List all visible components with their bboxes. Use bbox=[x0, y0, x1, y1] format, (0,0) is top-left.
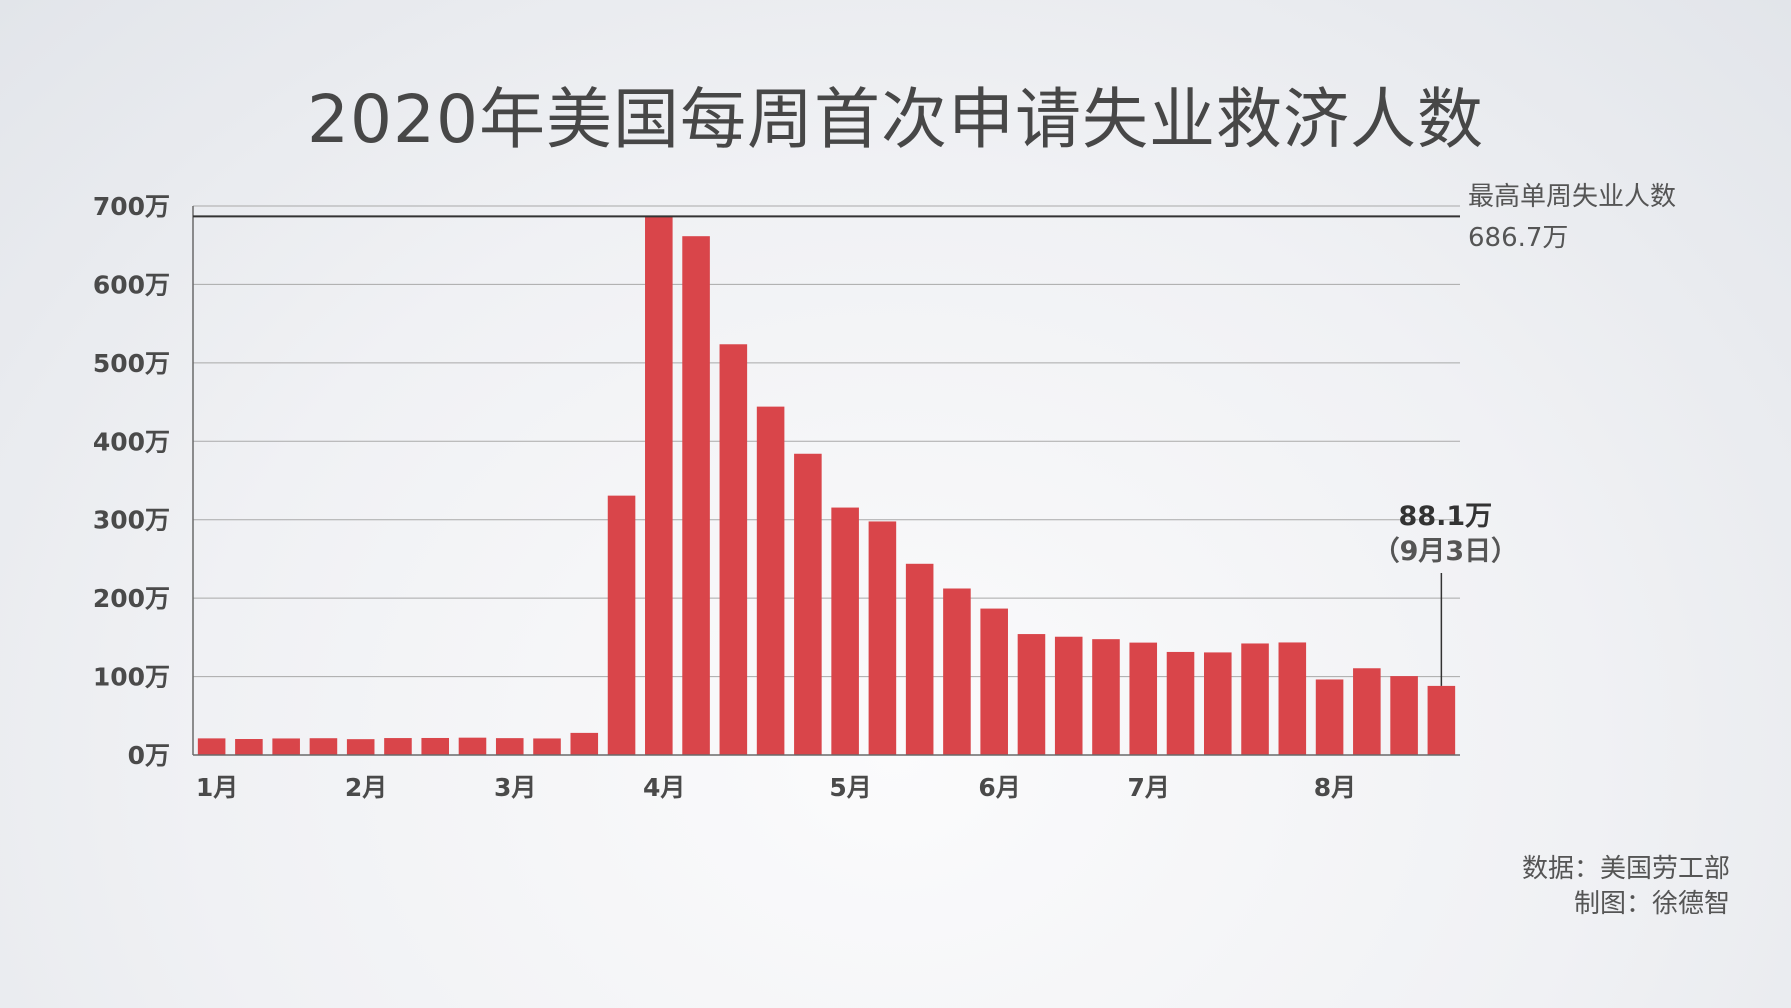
data-source: 数据：美国劳工部 bbox=[1521, 854, 1730, 884]
y-tick-label: 300万 bbox=[93, 506, 170, 535]
y-tick-label: 0万 bbox=[128, 741, 170, 770]
bar bbox=[1129, 642, 1158, 755]
last-value-label: 88.1万 bbox=[1399, 501, 1493, 532]
bars bbox=[197, 216, 1456, 755]
bar bbox=[1353, 668, 1381, 755]
bar bbox=[905, 563, 934, 755]
bar bbox=[1054, 636, 1083, 755]
x-tick-label: 8月 bbox=[1314, 773, 1356, 802]
bar bbox=[495, 738, 524, 755]
bar bbox=[682, 236, 710, 755]
bar bbox=[980, 608, 1008, 755]
x-tick-label: 7月 bbox=[1127, 773, 1169, 802]
bar bbox=[533, 738, 561, 755]
bar bbox=[384, 738, 412, 755]
x-tick-label: 6月 bbox=[978, 773, 1020, 802]
y-tick-label: 700万 bbox=[93, 192, 170, 221]
bar bbox=[1315, 679, 1344, 755]
bar bbox=[719, 344, 748, 755]
bar bbox=[421, 737, 450, 755]
bar bbox=[1092, 639, 1120, 755]
y-tick-label: 500万 bbox=[93, 349, 170, 378]
bar bbox=[235, 739, 263, 755]
bar bbox=[1203, 652, 1232, 755]
y-tick-label: 100万 bbox=[93, 663, 170, 692]
last-value-date: （9月3日） bbox=[1373, 536, 1519, 567]
y-tick-label: 200万 bbox=[93, 584, 170, 613]
x-tick-label: 2月 bbox=[345, 773, 387, 802]
source-note: 数据：美国劳工部 制图：徐德智 bbox=[1522, 852, 1730, 922]
chart-author: 制图：徐德智 bbox=[1573, 889, 1730, 919]
bar bbox=[756, 406, 785, 755]
x-tick-label: 1月 bbox=[196, 773, 238, 802]
chart-title: 2020年美国每周首次申请失业救济人数 bbox=[307, 81, 1484, 158]
bar bbox=[831, 507, 859, 755]
bar bbox=[1278, 642, 1307, 755]
peak-annotation-value: 686.7万 bbox=[1468, 223, 1568, 253]
bar bbox=[272, 738, 300, 755]
y-tick-label: 600万 bbox=[93, 270, 170, 299]
x-tick-label: 3月 bbox=[494, 773, 536, 802]
bar bbox=[197, 738, 226, 755]
gridlines bbox=[193, 205, 1460, 678]
bar bbox=[1166, 651, 1195, 755]
bar bbox=[570, 732, 599, 755]
bar bbox=[1427, 685, 1456, 755]
bar bbox=[458, 737, 487, 755]
bar bbox=[309, 738, 338, 755]
bar bbox=[868, 521, 897, 755]
y-tick-label: 400万 bbox=[93, 427, 170, 456]
bar bbox=[346, 739, 375, 755]
bar bbox=[607, 495, 636, 755]
peak-annotation-label: 最高单周失业人数 bbox=[1468, 182, 1676, 212]
x-tick-label: 5月 bbox=[829, 773, 871, 802]
bar bbox=[1241, 643, 1269, 755]
annotations: 最高单周失业人数 686.7万 88.1万 （9月3日） bbox=[193, 182, 1676, 686]
x-tick-label: 4月 bbox=[643, 773, 685, 802]
bar bbox=[794, 453, 822, 755]
labels: 0万 100万 200万 300万 400万 500万 600万 700万 1月 2月 3月 4月 5月… bbox=[93, 192, 1356, 802]
bar bbox=[943, 588, 971, 755]
bar bbox=[1390, 676, 1418, 755]
bar bbox=[1017, 634, 1046, 755]
axes bbox=[192, 206, 1460, 756]
bar bbox=[645, 216, 673, 755]
